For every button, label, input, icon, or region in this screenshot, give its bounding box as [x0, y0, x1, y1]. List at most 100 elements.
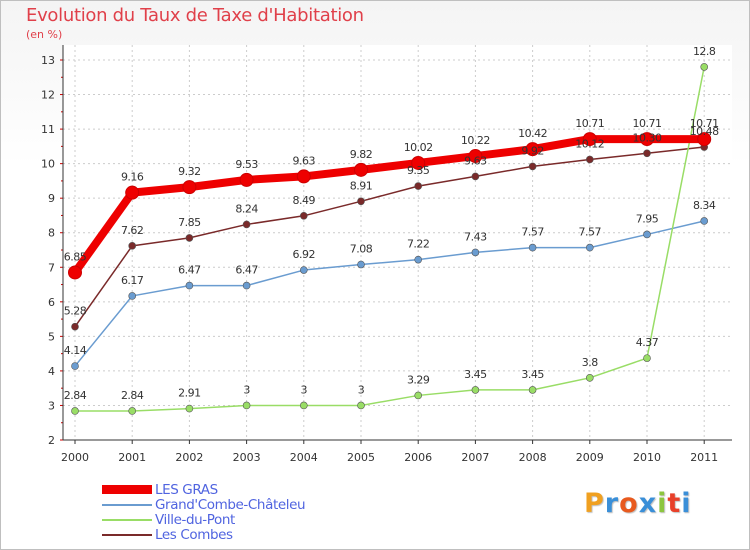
series-line-ville-du-pont: [74, 66, 705, 412]
legend-item-ville-du-pont: Ville-du-Pont: [102, 512, 402, 528]
data-point-ville-du-pont: [357, 401, 365, 410]
y-tick-label: 2: [48, 434, 55, 447]
data-label-les-combes: 8.91: [350, 179, 373, 192]
data-point-les-gras: [411, 155, 426, 170]
chart-unit-label: (en %): [26, 28, 63, 41]
series-line-grand-combe-chateleu: [74, 220, 705, 367]
data-point-grand-combe-chateleu: [128, 292, 136, 300]
legend-label: Grand'Combe-Châteleu: [155, 497, 306, 513]
legend-swatch: [102, 485, 152, 494]
y-tick-label: 12: [41, 89, 55, 102]
data-point-les-combes: [585, 155, 594, 164]
x-tick-label: 2010: [633, 451, 661, 464]
logo-letter: i: [681, 488, 692, 519]
x-tick-label: 2002: [175, 451, 203, 464]
data-point-ville-du-pont: [185, 404, 194, 413]
data-point-les-gras: [640, 132, 654, 147]
data-point-les-gras: [68, 265, 82, 280]
data-point-les-combes: [71, 322, 79, 331]
data-label-ville-du-pont: 2.84: [64, 389, 87, 402]
data-point-ville-du-pont: [299, 401, 308, 410]
data-point-les-gras: [582, 132, 597, 147]
series-line-les-combes: [74, 146, 705, 328]
data-point-les-combes: [242, 220, 251, 229]
data-label-ville-du-pont: 4.37: [636, 336, 659, 349]
data-label-grand-combe-chateleu: 6.92: [293, 248, 316, 261]
x-tick-label: 2009: [576, 451, 604, 464]
data-point-grand-combe-chateleu: [471, 248, 480, 257]
data-label-ville-du-pont: 3.29: [407, 373, 430, 386]
x-tick-label: 2008: [519, 451, 547, 464]
data-point-grand-combe-chateleu: [357, 260, 365, 269]
y-tick-label: 10: [41, 158, 55, 171]
data-label-les-gras: 10.71: [633, 117, 662, 130]
x-tick-label: 2011: [690, 451, 718, 464]
data-label-grand-combe-chateleu: 7.08: [350, 243, 373, 256]
data-label-les-combes: 5.28: [64, 305, 87, 318]
x-tick-label: 2001: [118, 451, 146, 464]
data-point-grand-combe-chateleu: [643, 230, 651, 239]
chart-legend: LES GRAS Grand'Combe-Châteleu Ville-du-P…: [102, 482, 402, 543]
data-label-grand-combe-chateleu: 8.34: [693, 199, 716, 212]
data-point-ville-du-pont: [700, 63, 709, 71]
x-tick-label: 2005: [347, 451, 375, 464]
data-label-les-gras: 10.42: [518, 127, 547, 140]
logo-letter: o: [619, 488, 639, 519]
data-point-grand-combe-chateleu: [299, 266, 308, 274]
data-label-les-combes: 10.30: [633, 131, 662, 144]
data-point-les-gras: [296, 169, 311, 184]
data-label-les-combes: 8.24: [235, 202, 258, 215]
data-point-les-combes: [185, 234, 194, 242]
data-label-les-combes: 9.92: [521, 144, 544, 157]
data-point-les-gras: [182, 180, 197, 195]
data-label-ville-du-pont: 3.45: [464, 368, 487, 381]
data-label-les-gras: 9.53: [235, 158, 258, 171]
data-point-les-combes: [528, 162, 537, 171]
legend-item-grand-combe-chateleu: Grand'Combe-Châteleu: [102, 497, 402, 513]
data-label-ville-du-pont: 3.45: [521, 368, 544, 381]
legend-swatch: [102, 504, 152, 506]
legend-swatch: [102, 534, 152, 536]
data-label-grand-combe-chateleu: 7.43: [464, 230, 487, 243]
legend-swatch: [102, 519, 152, 521]
data-point-grand-combe-chateleu: [585, 243, 594, 252]
y-tick-label: 4: [48, 365, 55, 378]
data-point-ville-du-pont: [585, 374, 594, 382]
data-point-ville-du-pont: [528, 386, 537, 394]
data-point-grand-combe-chateleu: [185, 281, 194, 290]
data-label-les-combes: 9.35: [407, 164, 430, 177]
data-point-grand-combe-chateleu: [700, 217, 709, 225]
logo-letter: x: [638, 488, 658, 519]
plot-area: [63, 45, 732, 440]
data-point-les-combes: [299, 212, 308, 220]
data-label-grand-combe-chateleu: 6.47: [235, 264, 258, 277]
data-point-les-gras: [697, 132, 712, 147]
logo-letter: P: [584, 488, 605, 519]
data-point-les-gras: [239, 172, 254, 187]
y-tick-label: 13: [41, 54, 55, 67]
y-tick-label: 7: [48, 261, 55, 274]
data-point-ville-du-pont: [471, 386, 480, 394]
x-tick-label: 2004: [290, 451, 318, 464]
data-point-grand-combe-chateleu: [242, 281, 251, 290]
page-title: Evolution du Taux de Taxe d'Habitation: [26, 5, 364, 26]
data-point-grand-combe-chateleu: [414, 255, 423, 264]
data-label-les-combes: 8.49: [293, 194, 316, 207]
legend-item-les-combes: Les Combes: [102, 527, 402, 543]
data-label-grand-combe-chateleu: 6.17: [121, 274, 144, 287]
y-tick-label: 8: [48, 227, 55, 240]
x-tick-label: 2003: [233, 451, 261, 464]
data-label-les-gras: 9.82: [350, 148, 373, 161]
data-label-ville-du-pont: 3: [243, 383, 250, 396]
data-point-les-combes: [128, 242, 136, 250]
data-label-ville-du-pont: 3: [358, 383, 365, 396]
data-point-les-gras: [468, 149, 483, 164]
data-label-les-gras: 10.71: [690, 117, 719, 130]
data-label-les-gras: 10.71: [575, 117, 604, 130]
series-line-les-gras: [71, 135, 709, 277]
data-point-les-combes: [357, 197, 365, 206]
data-point-ville-du-pont: [128, 407, 136, 415]
data-label-les-gras: 6.85: [64, 250, 87, 263]
data-label-ville-du-pont: 2.91: [178, 387, 201, 400]
data-point-les-combes: [643, 149, 651, 158]
